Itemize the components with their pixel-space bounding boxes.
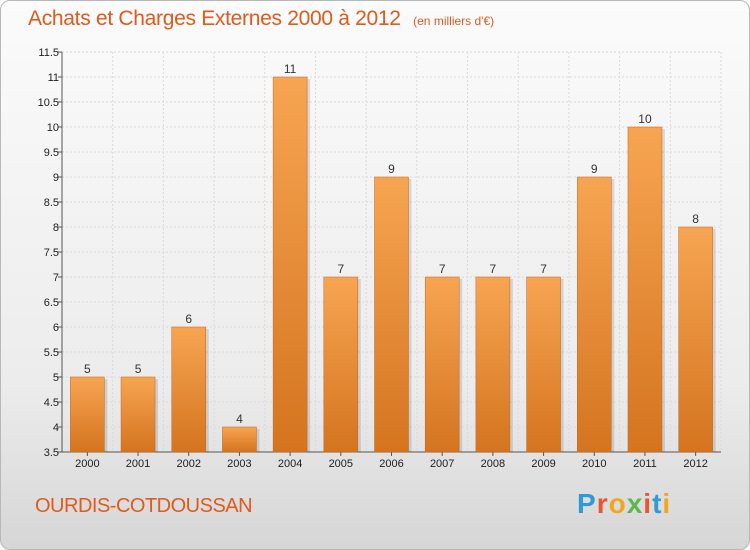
logo-letter: P (577, 488, 597, 519)
x-tick-label-2010: 2010 (582, 458, 606, 470)
bar-2000[interactable] (70, 376, 105, 453)
x-tick-label-2011: 2011 (633, 458, 657, 470)
y-tick-label: 6 (53, 322, 59, 334)
bars (70, 76, 716, 453)
data-label-2011: 10 (638, 112, 652, 126)
bar-2001[interactable] (120, 376, 156, 453)
x-tick-label-2007: 2007 (430, 458, 454, 470)
data-label-2010: 9 (591, 162, 598, 176)
y-tick-label: 8.5 (44, 197, 59, 209)
y-tick-label: 3.5 (44, 447, 59, 459)
logo-letter: x (626, 488, 644, 519)
y-tick-label: 5.5 (44, 347, 59, 359)
y-tick-label: 9 (53, 172, 59, 184)
data-label-2008: 7 (490, 262, 497, 276)
logo-letter: r (596, 488, 609, 519)
logo-letter: i (662, 488, 672, 519)
data-label-2007: 7 (439, 262, 446, 276)
x-tick-label-2004: 2004 (278, 458, 302, 470)
y-tick-label: 11.5 (38, 47, 59, 59)
data-label-2009: 7 (540, 262, 547, 276)
data-label-2005: 7 (337, 262, 344, 276)
logo-letter: i (643, 488, 653, 519)
y-tick-label: 4.5 (44, 397, 59, 409)
proxiti-logo[interactable]: Proxiti (577, 488, 671, 520)
y-tick-label: 4 (53, 422, 59, 434)
bar-2012[interactable] (678, 226, 713, 453)
x-tick-label-2009: 2009 (531, 458, 555, 470)
x-tick-label-2005: 2005 (329, 458, 353, 470)
y-tick-label: 10 (47, 122, 59, 134)
x-tick-label-2006: 2006 (379, 458, 403, 470)
bar-2002[interactable] (171, 326, 206, 453)
x-tick-label-2000: 2000 (75, 458, 99, 470)
data-label-2012: 8 (692, 212, 699, 226)
axes: 3.5 4 4.5 5 5.5 6 6.5 7 7.5 8 8.5 9 9.5 10 10.5 11 11.5 2… (38, 47, 721, 470)
logo-letter: o (608, 488, 627, 519)
data-label-2000: 5 (84, 362, 91, 376)
data-label-2003: 4 (236, 412, 243, 426)
y-tick-label: 6.5 (44, 297, 59, 309)
y-tick-label: 5 (53, 372, 59, 384)
chart-title: Achats et Charges Externes 2000 à 2012 (28, 7, 401, 30)
x-tick-label-2008: 2008 (481, 458, 505, 470)
data-label-2002: 6 (185, 312, 192, 326)
labels: 5 5 6 4 11 7 9 7 7 7 9 10 8 (84, 62, 699, 426)
data-label-2004: 11 (284, 62, 297, 76)
bar-2006[interactable] (374, 176, 409, 453)
title-row: Achats et Charges Externes 2000 à 2012 (… (28, 7, 494, 31)
y-tick-label: 10.5 (38, 97, 59, 109)
bar-2005[interactable] (323, 276, 359, 453)
y-tick-label: 9.5 (44, 147, 59, 159)
bar-2010[interactable] (577, 176, 612, 453)
x-tick-label-2002: 2002 (176, 458, 200, 470)
x-tick-label-2001: 2001 (126, 458, 150, 470)
chart-subtitle: (en milliers d'€) (413, 14, 495, 28)
y-tick-label: 7 (53, 272, 59, 284)
bar-2009[interactable] (526, 276, 561, 453)
data-label-2006: 9 (388, 162, 395, 176)
bar-2011[interactable] (627, 126, 663, 453)
x-tick-label-2012: 2012 (683, 458, 707, 470)
y-tick-label: 7.5 (44, 247, 59, 259)
logo-letter: t (652, 488, 663, 519)
x-tick-label-2003: 2003 (227, 458, 251, 470)
bar-2007[interactable] (424, 276, 460, 453)
commune-name: OURDIS-COTDOUSSAN (35, 495, 253, 517)
y-tick-label: 8 (53, 222, 59, 234)
bar-2003[interactable] (222, 426, 257, 453)
bar-2004[interactable] (272, 76, 308, 453)
y-tick-label: 11 (48, 72, 59, 84)
data-label-2001: 5 (135, 362, 142, 376)
bar-2008[interactable] (475, 276, 511, 453)
